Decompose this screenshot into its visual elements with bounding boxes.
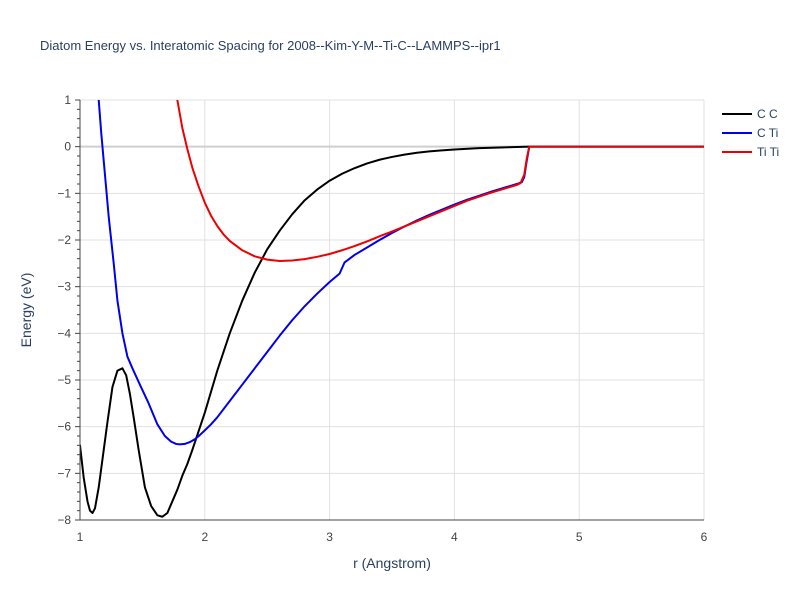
y-tick-label: −5: [57, 373, 71, 387]
y-tick-label: 0: [64, 140, 71, 154]
grid: [79, 99, 705, 521]
series-group: [80, 100, 704, 518]
y-tick-label: −4: [57, 326, 71, 340]
series-line-c-c: [80, 145, 704, 518]
y-ticks: 1 0 −1 −2 −3 −4 −5 −6 −7 −8: [57, 93, 80, 527]
x-tick-label: 1: [77, 530, 84, 544]
axes: [79, 100, 704, 521]
x-tick-label: 3: [326, 530, 333, 544]
y-tick-label: −2: [57, 233, 71, 247]
x-tick-label: 4: [451, 530, 458, 544]
legend-label: Ti Ti: [757, 145, 779, 159]
y-tick-label: −7: [57, 466, 71, 480]
chart-title: Diatom Energy vs. Interatomic Spacing fo…: [40, 38, 501, 53]
x-axis-title: r (Angstrom): [353, 555, 431, 571]
y-tick-label: −1: [57, 186, 71, 200]
legend-label: C C: [757, 107, 778, 121]
x-tick-label: 6: [701, 530, 708, 544]
x-ticks: 1 2 3 4 5 6: [77, 530, 708, 544]
y-tick-label: −6: [57, 420, 71, 434]
y-tick-label: 1: [64, 93, 71, 107]
y-tick-label: −8: [57, 513, 71, 527]
legend-label: C Ti: [757, 126, 778, 140]
legend: C C C Ti Ti Ti: [722, 107, 779, 159]
y-axis-title: Energy (eV): [18, 273, 34, 348]
series-line-ti-ti: [176, 100, 704, 262]
x-tick-label: 5: [576, 530, 583, 544]
y-tick-label: −3: [57, 280, 71, 294]
x-tick-label: 2: [201, 530, 208, 544]
